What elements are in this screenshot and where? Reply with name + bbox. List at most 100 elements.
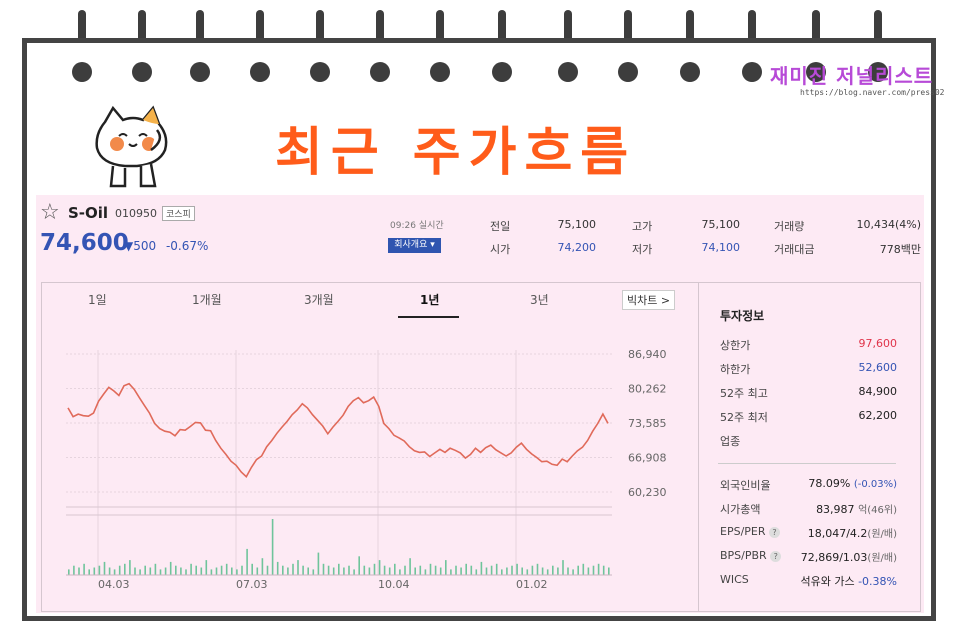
high52-label: 52주 최고 <box>720 387 768 400</box>
eps-per-unit: (원/배) <box>867 529 897 540</box>
volume-bar <box>175 565 177 575</box>
bps-pbr-text: BPS/PBR <box>720 549 767 562</box>
foreign-ratio-value: 78.09% (-0.03%) <box>800 477 897 490</box>
volume-bar <box>597 563 600 575</box>
foreign-ratio: 78.09% <box>808 477 851 490</box>
eps-per: 18,047/4.2 <box>807 527 868 540</box>
volume-bar <box>475 569 478 575</box>
ring-hole <box>680 62 700 82</box>
big-chart-button[interactable]: 빅차트 > <box>622 290 676 310</box>
volume-bar <box>439 567 442 575</box>
tab-1month[interactable]: 1개월 <box>192 293 222 307</box>
volume-bar <box>271 519 274 575</box>
y-tick-label: 66,908 <box>628 452 667 465</box>
volume-bar <box>363 565 366 575</box>
volume-bar <box>343 567 345 575</box>
volume-bar <box>312 569 315 575</box>
volume-bar <box>68 569 70 575</box>
volume-bar <box>185 569 187 575</box>
open-label: 시가 <box>490 243 511 256</box>
volume-bar <box>261 558 264 575</box>
volume-bar <box>113 569 116 575</box>
volume-bar <box>322 563 325 575</box>
volume-bar <box>200 567 203 575</box>
tab-1day[interactable]: 1일 <box>88 293 107 307</box>
tab-3month[interactable]: 3개월 <box>304 293 334 307</box>
market-cap-value: 83,987 억(46위) <box>800 501 897 516</box>
volume-bar <box>470 565 473 575</box>
invest-info-title: 투자정보 <box>720 309 765 323</box>
tab-1year[interactable]: 1년 <box>420 293 440 307</box>
volume-bar <box>353 569 355 575</box>
period-tabs: 1일 1개월 3개월 1년 3년 <box>42 283 697 317</box>
volume-bar <box>501 569 503 575</box>
tab-3year[interactable]: 3년 <box>530 293 549 307</box>
x-tick-label: 10.04 <box>378 578 410 591</box>
volume-bar <box>541 567 544 575</box>
market-badge: 코스피 <box>162 206 195 221</box>
wics-sector: 석유와 가스 <box>800 575 855 588</box>
volume-bar <box>602 565 605 575</box>
x-tick-label: 04.03 <box>98 578 130 591</box>
volume-bar <box>572 569 574 575</box>
volume-bar <box>608 567 610 575</box>
volume-bar <box>266 565 269 575</box>
volume-bar <box>348 565 350 575</box>
volume-bar <box>93 567 96 575</box>
eps-per-label: EPS/PER ? <box>720 525 780 538</box>
bps-pbr: 72,869/1.03 <box>800 551 868 564</box>
volume-bar <box>562 560 564 575</box>
volume-value: 10,434(4%) <box>856 218 921 231</box>
volume-bar <box>445 560 447 575</box>
volume-bar <box>582 563 585 575</box>
volume-bar <box>592 565 595 575</box>
wics-label: WICS <box>720 573 749 586</box>
bps-pbr-value: 72,869/1.03(원/배) <box>790 549 897 564</box>
volume-bar <box>465 563 467 575</box>
volume-bar <box>434 565 437 575</box>
volume-bar <box>536 563 539 575</box>
volume-bar <box>225 563 228 575</box>
ring-hole <box>310 62 330 82</box>
low52-label: 52주 최저 <box>720 411 768 424</box>
volume-label: 거래량 <box>774 220 805 233</box>
volume-bar <box>506 567 508 575</box>
low-value: 74,100 <box>701 241 741 254</box>
volume-bar <box>455 565 457 575</box>
foreign-ratio-label: 외국인비율 <box>720 479 771 492</box>
price-change: ▼500 -0.67% <box>124 239 208 253</box>
volume-bar <box>129 560 131 575</box>
volume-bar <box>587 567 590 575</box>
cat-mascot-icon <box>95 105 168 188</box>
volume-bar <box>419 565 422 575</box>
volume-bar <box>495 563 498 575</box>
foreign-ratio-change: (-0.03%) <box>853 479 897 490</box>
ring-hole <box>72 62 92 82</box>
amount-value: 778백만 <box>879 243 921 256</box>
volume-bar <box>103 561 106 575</box>
ring-hole <box>250 62 270 82</box>
volume-bar <box>485 567 488 575</box>
help-icon[interactable]: ? <box>769 527 780 538</box>
volume-bar <box>88 569 90 575</box>
bps-pbr-unit: (원/배) <box>867 553 897 564</box>
volume-bar <box>516 563 518 575</box>
y-tick-label: 60,230 <box>628 486 667 499</box>
volume-bar <box>108 567 111 575</box>
volume-bar <box>144 565 146 575</box>
volume-bar <box>195 565 197 575</box>
company-overview-button[interactable]: 회사개요 ▾ <box>388 238 441 253</box>
volume-bar <box>332 567 335 575</box>
volume-bar <box>190 563 192 575</box>
volume-bar <box>531 565 534 575</box>
favorite-star-icon[interactable]: ☆ <box>40 200 60 225</box>
eps-per-value: 18,047/4.2(원/배) <box>790 525 897 540</box>
volume-bar <box>368 567 371 575</box>
bps-pbr-label: BPS/PBR ? <box>720 549 782 562</box>
help-icon[interactable]: ? <box>770 551 782 562</box>
volume-bar <box>83 563 85 575</box>
volume-bar <box>327 565 330 575</box>
volume-bar <box>577 565 579 575</box>
volume-bar <box>134 567 136 575</box>
